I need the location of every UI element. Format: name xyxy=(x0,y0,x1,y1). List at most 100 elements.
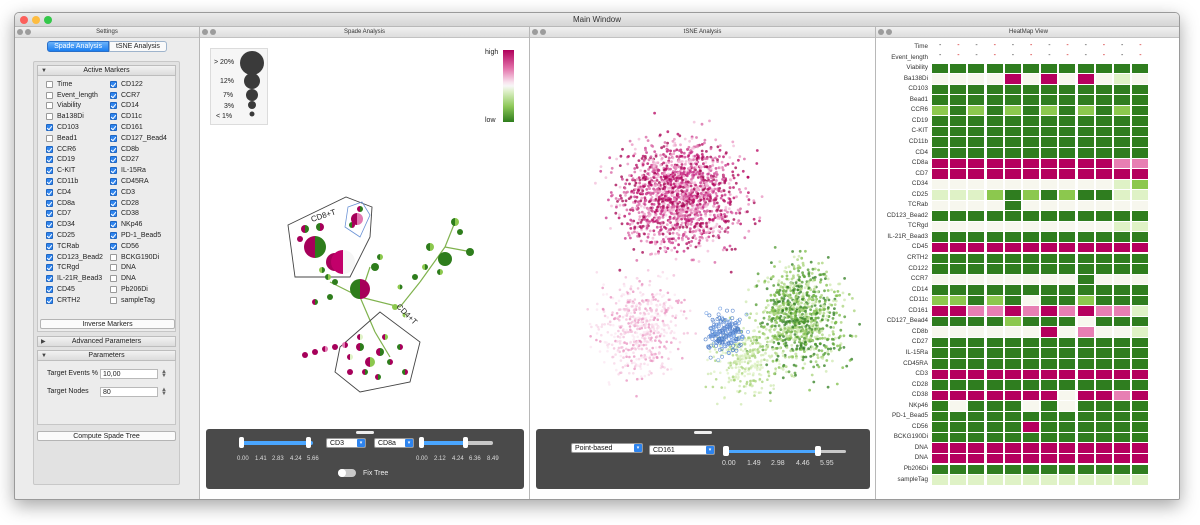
heatmap-cell[interactable] xyxy=(1077,253,1094,263)
tab-tsne-analysis[interactable]: tSNE Analysis xyxy=(108,41,167,52)
heatmap-cell[interactable] xyxy=(1041,327,1058,337)
heatmap-cell[interactable] xyxy=(1114,432,1130,443)
heatmap-cell[interactable] xyxy=(1077,274,1094,285)
heatmap-cell[interactable] xyxy=(1077,295,1094,306)
panel-close-icon[interactable] xyxy=(532,29,538,35)
spade-tree[interactable]: CD8+T CD4+T xyxy=(200,167,530,457)
heatmap-cell[interactable] xyxy=(932,380,948,390)
marker-cd27[interactable]: CD27 xyxy=(110,155,167,166)
heatmap-cell[interactable] xyxy=(1041,348,1058,358)
spade-node[interactable] xyxy=(402,369,408,375)
spade-node[interactable] xyxy=(312,299,318,305)
heatmap-cell[interactable] xyxy=(1004,190,1021,200)
heatmap-cell[interactable]: - xyxy=(1041,42,1058,52)
heatmap-cell[interactable]: - xyxy=(1077,52,1094,63)
heatmap-cell[interactable]: - xyxy=(1077,42,1094,52)
heatmap-cell[interactable] xyxy=(1059,211,1076,221)
heatmap-cell[interactable] xyxy=(1095,158,1112,169)
heatmap-cell[interactable] xyxy=(1004,74,1021,84)
marker-checkbox[interactable] xyxy=(110,145,117,153)
heatmap-cell[interactable] xyxy=(986,359,1003,369)
heatmap-cell[interactable] xyxy=(950,464,967,474)
heatmap-cell[interactable] xyxy=(1077,116,1094,126)
heatmap-cell[interactable] xyxy=(986,432,1003,443)
marker-cd45ra[interactable]: CD45RA xyxy=(110,176,167,187)
marker-cd161[interactable]: CD161 xyxy=(110,122,167,133)
heatmap-cell[interactable] xyxy=(986,158,1003,169)
heatmap-cell[interactable] xyxy=(1077,432,1094,443)
heatmap-cell[interactable] xyxy=(1114,337,1130,348)
tsne-marker-select[interactable]: CD161 ▾ xyxy=(649,445,715,455)
spade-node[interactable] xyxy=(387,359,393,365)
heatmap-cell[interactable]: - xyxy=(1114,42,1130,52)
heatmap-cell[interactable] xyxy=(968,105,985,116)
heatmap-cell[interactable] xyxy=(950,306,967,316)
heatmap-cell[interactable] xyxy=(1023,179,1039,190)
heatmap-cell[interactable] xyxy=(1041,390,1058,401)
heatmap-cell[interactable] xyxy=(1023,74,1039,84)
heatmap-cell[interactable] xyxy=(1114,221,1130,232)
heatmap-cell[interactable] xyxy=(986,126,1003,137)
marker-checkbox[interactable] xyxy=(46,167,53,175)
heatmap-cell[interactable] xyxy=(932,453,948,464)
heatmap-cell[interactable] xyxy=(1077,211,1094,221)
heatmap-cell[interactable] xyxy=(1132,253,1149,263)
marker-checkbox[interactable] xyxy=(110,124,117,132)
heatmap-cell[interactable] xyxy=(1095,422,1112,432)
heatmap-cell[interactable] xyxy=(1095,126,1112,137)
heatmap-cell[interactable] xyxy=(1041,316,1058,327)
heatmap-cell[interactable] xyxy=(1023,116,1039,126)
heatmap-cell[interactable] xyxy=(1059,200,1076,211)
heatmap-cell[interactable] xyxy=(986,401,1003,411)
heatmap-cell[interactable] xyxy=(950,316,967,327)
heatmap-cell[interactable] xyxy=(1059,84,1076,95)
heatmap-cell[interactable]: - xyxy=(950,52,967,63)
heatmap-cell[interactable] xyxy=(950,369,967,380)
heatmap-cell[interactable] xyxy=(1132,390,1149,401)
marker-bead1[interactable]: Bead1 xyxy=(46,133,103,144)
heatmap-cell[interactable] xyxy=(1004,285,1021,295)
heatmap-cell[interactable]: - xyxy=(1059,52,1076,63)
heatmap-cell[interactable] xyxy=(1023,148,1039,158)
heatmap-cell[interactable] xyxy=(986,348,1003,358)
heatmap-cell[interactable] xyxy=(1004,253,1021,263)
marker-checkbox[interactable] xyxy=(46,156,53,164)
marker-checkbox[interactable] xyxy=(46,124,53,132)
heatmap-cell[interactable] xyxy=(1132,453,1149,464)
marker-checkbox[interactable] xyxy=(110,188,117,196)
heatmap-cell[interactable] xyxy=(1041,116,1058,126)
marker-checkbox[interactable] xyxy=(110,275,117,283)
heatmap-cell[interactable] xyxy=(1004,200,1021,211)
heatmap-cell[interactable] xyxy=(1114,264,1130,274)
spade-node[interactable] xyxy=(297,236,303,242)
heatmap-cell[interactable] xyxy=(1114,169,1130,179)
spade-node[interactable] xyxy=(375,374,381,380)
slider-2-min-knob[interactable] xyxy=(419,437,424,448)
heatmap-cell[interactable] xyxy=(1114,369,1130,380)
heatmap-cell[interactable] xyxy=(1114,380,1130,390)
heatmap-cell[interactable] xyxy=(1004,306,1021,316)
heatmap-cell[interactable] xyxy=(1023,95,1039,105)
heatmap-cell[interactable] xyxy=(1095,432,1112,443)
heatmap-cell[interactable] xyxy=(1095,211,1112,221)
marker-checkbox[interactable] xyxy=(46,275,53,283)
heatmap-cell[interactable]: - xyxy=(1004,52,1021,63)
heatmap-cell[interactable] xyxy=(968,95,985,105)
heatmap-cell[interactable] xyxy=(1114,390,1130,401)
heatmap-cell[interactable] xyxy=(1114,443,1130,453)
heatmap-cell[interactable] xyxy=(932,190,948,200)
marker-cd56[interactable]: CD56 xyxy=(110,241,167,252)
heatmap-cell[interactable] xyxy=(968,169,985,179)
marker-checkbox[interactable] xyxy=(46,242,53,250)
heatmap-cell[interactable] xyxy=(1004,432,1021,443)
heatmap-cell[interactable] xyxy=(986,190,1003,200)
heatmap-cell[interactable] xyxy=(1023,274,1039,285)
heatmap-cell[interactable] xyxy=(932,369,948,380)
heatmap-cell[interactable] xyxy=(1004,295,1021,306)
panel-close-icon[interactable] xyxy=(878,29,884,35)
heatmap-cell[interactable] xyxy=(1114,63,1130,74)
heatmap-cell[interactable] xyxy=(1132,242,1149,253)
heatmap-cell[interactable] xyxy=(932,169,948,179)
heatmap-cell[interactable] xyxy=(1059,242,1076,253)
spade-node[interactable] xyxy=(342,342,348,348)
